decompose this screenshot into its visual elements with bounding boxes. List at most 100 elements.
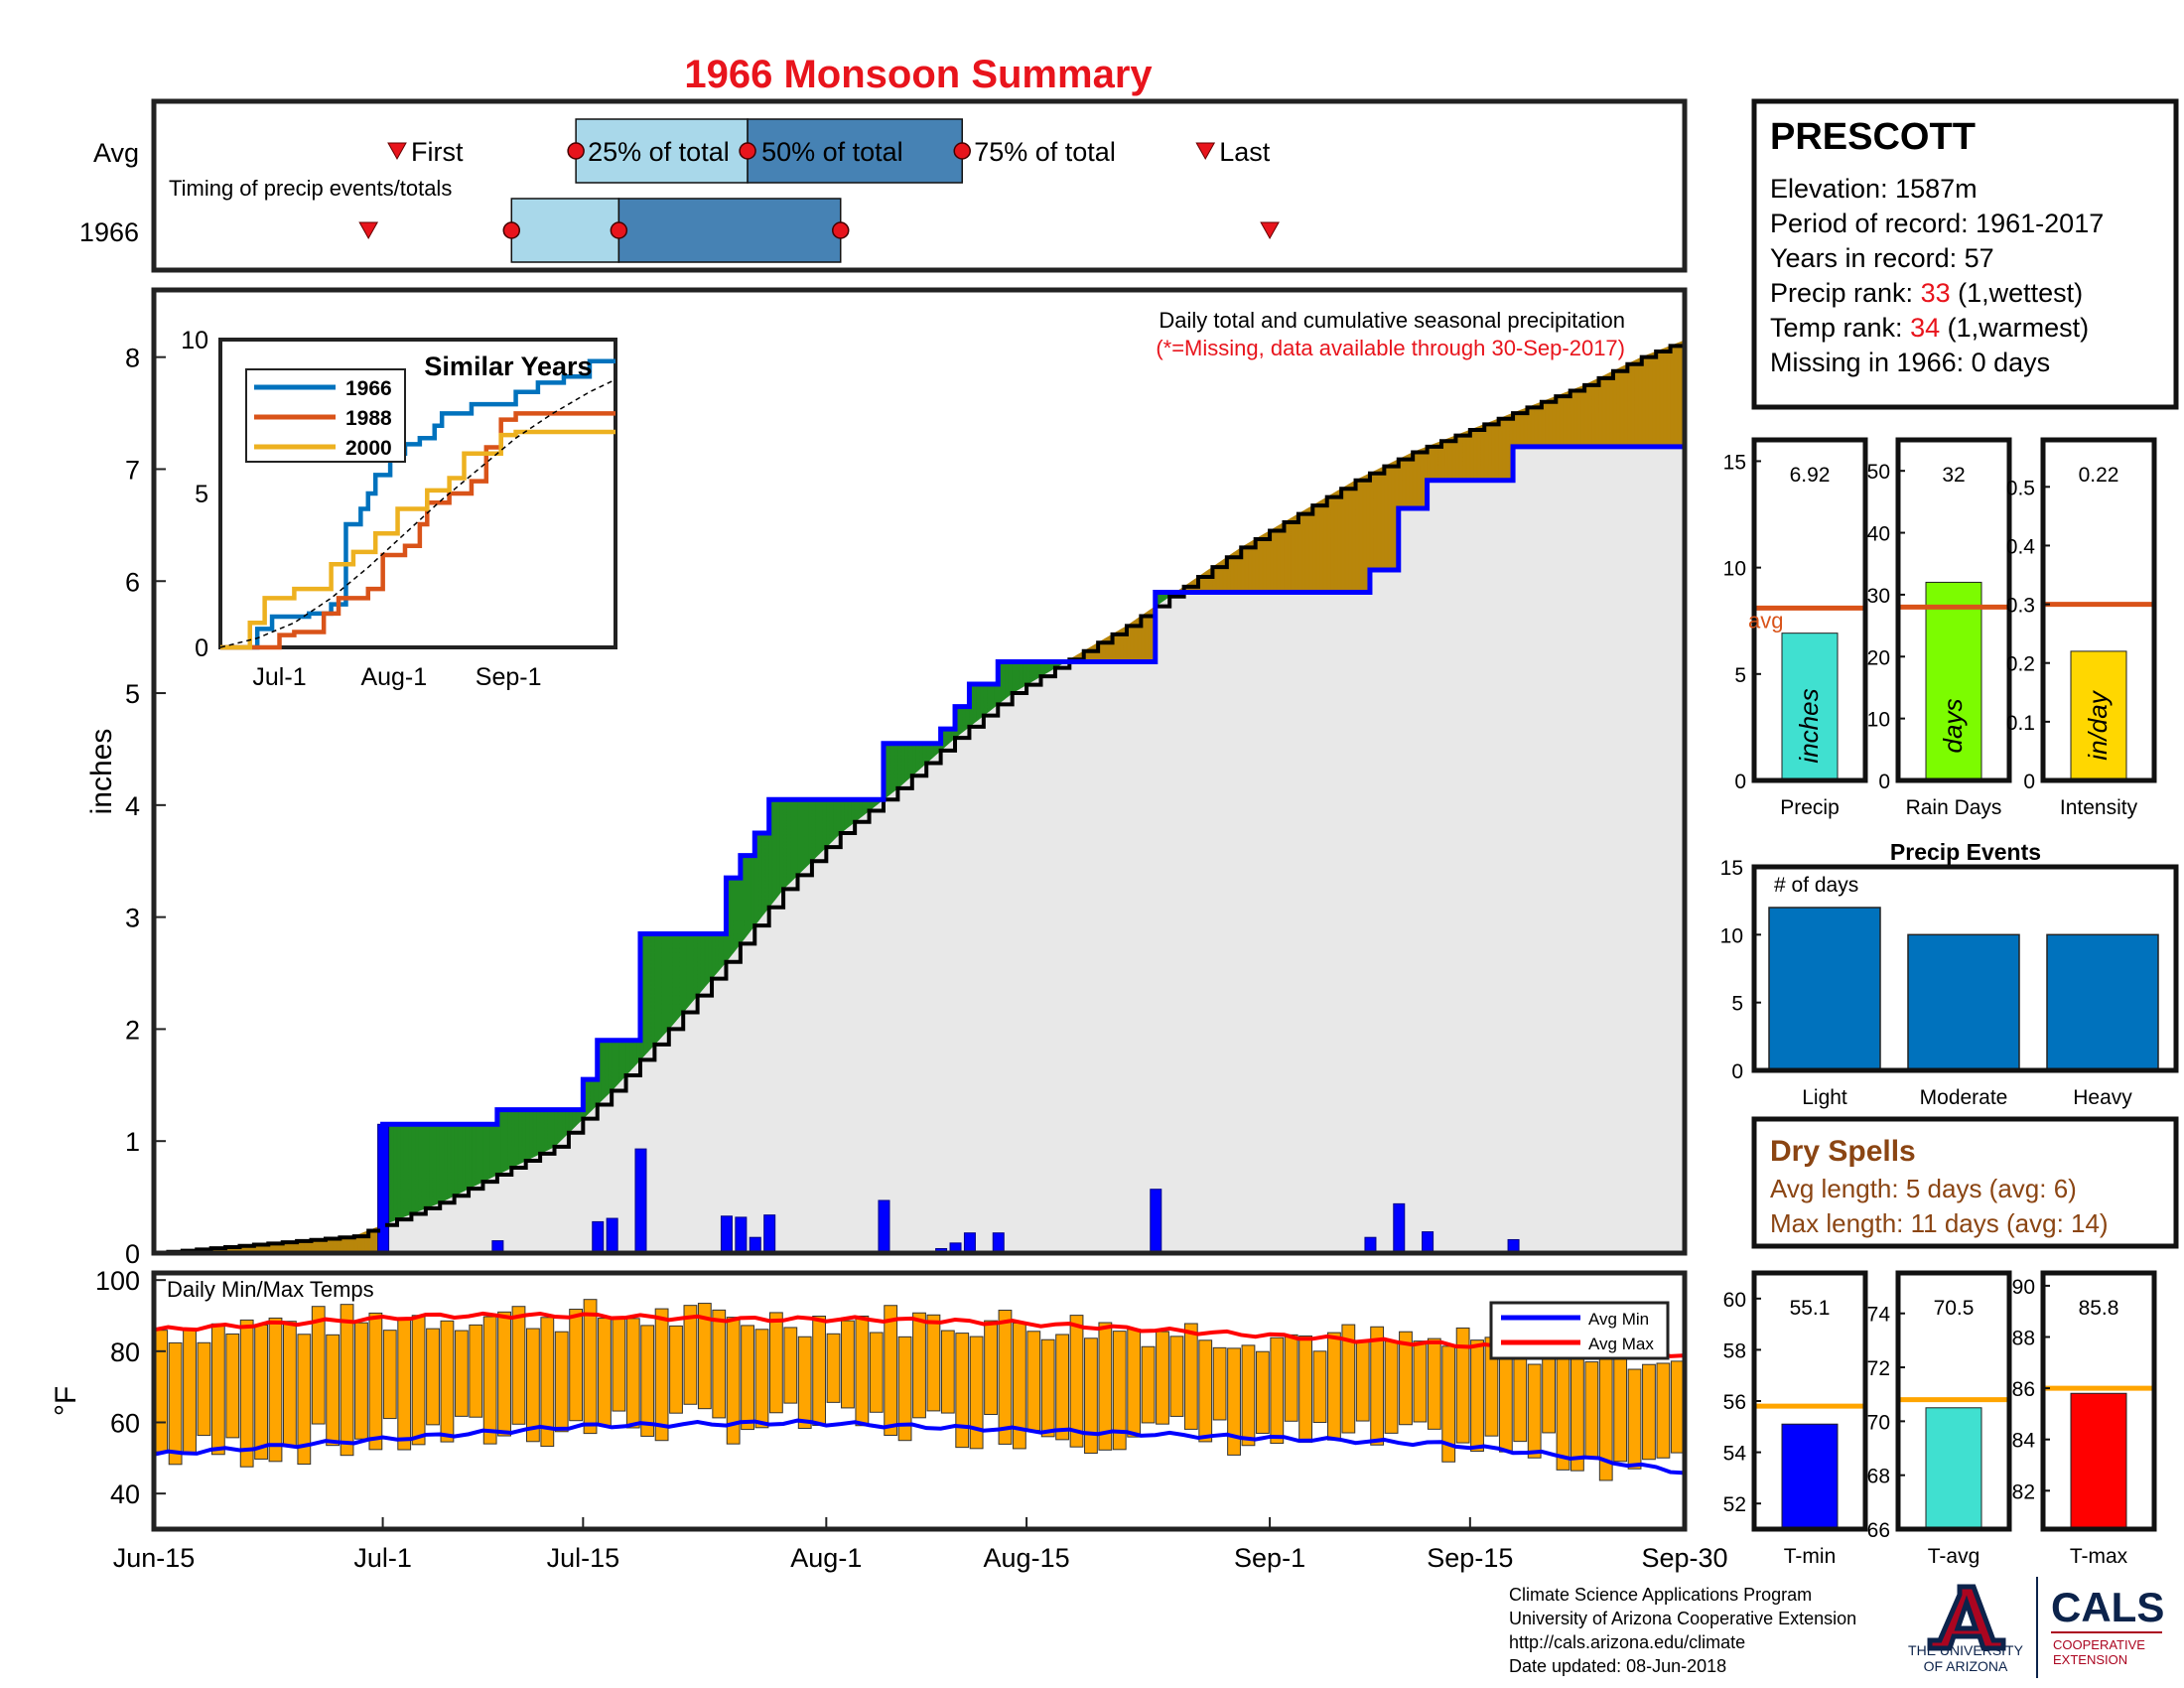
mini-panel-bar — [2070, 1392, 2127, 1530]
mini-panel-y-tick-label: 0.1 — [2006, 712, 2035, 735]
daily-temp-bar — [583, 1299, 598, 1435]
temp-chart-title: Daily Min/Max Temps — [167, 1277, 374, 1302]
daily-temp-bar — [426, 1328, 440, 1426]
mini-panel-y-tick-label: 0.2 — [2006, 653, 2035, 676]
cals-logo: CALS COOPERATIVE EXTENSION — [2051, 1584, 2164, 1667]
timing-avg-bar — [747, 118, 963, 184]
legend-avg-max-label: Avg Max — [1588, 1335, 1654, 1353]
mini-panel-bar — [1781, 1423, 1839, 1530]
station-elevation: Elevation: 1587m — [1770, 174, 1978, 204]
daily-temp-bar — [1255, 1350, 1270, 1434]
main-y-tick-label: 6 — [125, 567, 140, 597]
inset-y-tick-label: 0 — [195, 634, 208, 662]
mini-panel-y-tick-label: 0 — [2023, 771, 2035, 793]
daily-temp-bar — [1127, 1329, 1142, 1438]
mini-panel-y-tick-label: 90 — [2012, 1276, 2035, 1299]
precip-event-bar — [1907, 933, 2020, 1071]
daily-temp-bar — [926, 1314, 941, 1412]
dry-spells-avg-length: Avg length: 5 days (avg: 6) — [1770, 1174, 2077, 1203]
main-y-axis: 0 1 2 3 4 5 6 7 8 — [125, 344, 166, 1269]
daily-temp-bar — [1341, 1324, 1356, 1434]
precip-event-category-label: Heavy — [2073, 1086, 2132, 1109]
daily-temp-bar — [1670, 1360, 1685, 1454]
mini-panel-value: 32 — [1942, 464, 1965, 487]
mini-panel-label: Intensity — [2060, 796, 2138, 819]
daily-precip-bar — [720, 1215, 733, 1254]
daily-temp-bar — [183, 1330, 197, 1454]
mini-panel-y-tick-label: 86 — [2012, 1378, 2035, 1401]
cumulative-precip-chart: 0 1 2 3 4 5 6 7 8 inches Daily total and cumulat… — [85, 287, 1688, 1269]
temp-y-tick-label: 60 — [110, 1409, 140, 1439]
mini-panel-y-tick-label: 60 — [1723, 1289, 1746, 1312]
date-tick-label: Jul-15 — [547, 1543, 620, 1573]
mini-panel-label: Precip — [1780, 796, 1840, 819]
daily-temp-bar — [726, 1317, 741, 1445]
mini-panel-y-tick-label: 68 — [1867, 1466, 1890, 1488]
main-y-tick-label: 2 — [125, 1015, 140, 1045]
daily-temp-bar — [812, 1316, 827, 1427]
mini-panel-bar — [1925, 581, 1982, 781]
daily-temp-bar — [254, 1324, 268, 1460]
daily-temp-bar — [482, 1316, 497, 1445]
inset-legend-label: 1988 — [345, 407, 392, 430]
precip-events-title: Precip Events — [1890, 839, 2041, 865]
mini-panel-y-tick-label: 56 — [1723, 1391, 1746, 1414]
temp-legend — [1489, 1301, 1670, 1360]
daily-temp-bar — [1227, 1347, 1241, 1456]
year-cumulative-line — [154, 444, 1685, 1256]
inset-y-tick-label: 5 — [195, 481, 208, 508]
footer-line-4: Date updated: 08-Jun-2018 — [1509, 1656, 1726, 1676]
daily-precip-bar — [878, 1199, 890, 1254]
daily-temp-bar — [940, 1330, 955, 1414]
mini-panel-unit-label: days — [1938, 699, 1968, 754]
mini-panel-y-tick-label: 74 — [1867, 1304, 1891, 1327]
mini-panel-y-tick-label: 5 — [1734, 664, 1746, 687]
station-precip-rank: Precip rank: 33 (1,wettest) — [1770, 278, 2083, 308]
daily-temp-bar — [511, 1306, 526, 1425]
daily-precip-bar — [1150, 1189, 1162, 1254]
ua-logo-text-1: THE UNIVERSITY — [1908, 1642, 2024, 1658]
mini-panel-y-tick-label: 10 — [1723, 558, 1746, 581]
mini-panel-y-tick-label: 20 — [1867, 646, 1890, 669]
daily-temp-bar — [397, 1319, 412, 1451]
inset-legend-label: 2000 — [345, 437, 392, 460]
daily-temp-bar — [554, 1331, 569, 1433]
date-tick-label: Sep-1 — [1234, 1543, 1305, 1573]
mini-panel-bar — [1781, 633, 1839, 781]
mini-panel-y-tick-label: 0.4 — [2006, 535, 2036, 558]
inset-series-line — [220, 411, 615, 650]
daily-precip-bar — [1393, 1202, 1406, 1254]
daily-precip-bar — [592, 1220, 605, 1254]
timing-p75-label: 75% of total — [974, 137, 1116, 167]
daily-precip-bar — [963, 1232, 976, 1254]
timing-dot-marker — [567, 142, 585, 160]
daily-precip-bar — [606, 1217, 618, 1254]
mini-panel-y-tick-label: 0.3 — [2006, 595, 2035, 618]
precip-event-bar — [1768, 907, 1881, 1071]
daily-temp-bar — [540, 1317, 555, 1448]
daily-precip-bar — [992, 1232, 1005, 1254]
daily-temp-bar — [841, 1320, 855, 1409]
daily-temp-bar — [1355, 1340, 1370, 1422]
mini-panel-y-tick-label: 88 — [2012, 1328, 2035, 1350]
mini-panel-value: 0.22 — [2079, 464, 2119, 487]
precip-event-bar — [2046, 933, 2159, 1071]
mini-panel-frame — [1751, 437, 1868, 783]
inset-x-tick-label: Jul-1 — [252, 663, 306, 691]
daily-temp-bar — [1455, 1327, 1470, 1444]
dry-spells-frame — [1751, 1116, 2179, 1249]
daily-temp-bar — [1055, 1334, 1070, 1441]
daily-temp-bar — [1084, 1337, 1098, 1455]
timing-year-bar — [510, 198, 620, 263]
mini-panel-y-tick-label: 72 — [1867, 1357, 1890, 1380]
daily-temp-bar — [1642, 1363, 1656, 1461]
mini-panel-y-tick-label: 0.5 — [2006, 477, 2035, 499]
daily-temp-bar — [268, 1317, 283, 1463]
mini-panel-y-tick-label: 70 — [1867, 1411, 1890, 1434]
mini-panel-frame — [2040, 1270, 2157, 1532]
daily-temp-bar — [797, 1336, 812, 1430]
daily-temp-bar — [1327, 1332, 1341, 1441]
daily-temp-bar — [955, 1333, 970, 1449]
main-y-tick-label: 0 — [125, 1239, 140, 1269]
daily-temp-bar — [197, 1341, 211, 1437]
